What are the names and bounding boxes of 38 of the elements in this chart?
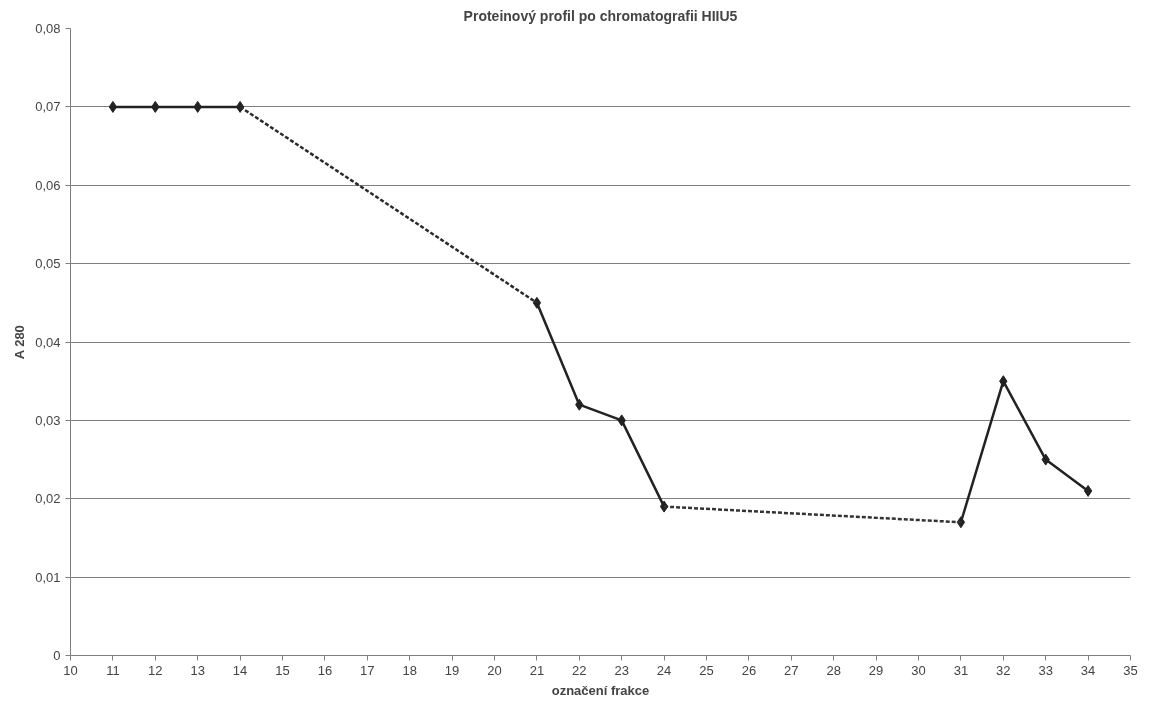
y-tick-label: 0,08 xyxy=(35,21,61,36)
y-tick-label: 0,05 xyxy=(35,256,61,272)
x-tick-label: 18 xyxy=(402,662,417,678)
x-tick-label: 32 xyxy=(996,662,1011,678)
x-tick-label: 30 xyxy=(911,662,926,678)
x-tick-label: 11 xyxy=(106,662,120,678)
y-tick-label: 0,07 xyxy=(35,99,61,115)
x-tick-label: 16 xyxy=(317,662,333,678)
x-tick-label: 14 xyxy=(232,662,248,678)
x-tick-label: 15 xyxy=(275,662,290,678)
x-tick-label: 24 xyxy=(656,662,672,678)
y-tick-label: 0 xyxy=(53,648,61,663)
x-tick-label: 10 xyxy=(63,662,78,678)
x-tick-label: 31 xyxy=(953,662,969,678)
x-tick-label: 22 xyxy=(572,662,587,678)
x-tick-label: 27 xyxy=(784,662,799,678)
y-tick-label: 0,02 xyxy=(35,491,61,507)
y-tick-label: 0,04 xyxy=(35,334,61,350)
x-tick-label: 13 xyxy=(190,662,205,678)
y-tick-label: 0,03 xyxy=(35,412,61,428)
y-axis-title: A 280 xyxy=(12,325,28,360)
x-axis-title: označení frakce xyxy=(551,682,650,698)
x-tick-label: 23 xyxy=(614,662,629,678)
x-tick-label: 20 xyxy=(487,662,502,678)
chart-title: Proteinový profil po chromatografii HIIU5 xyxy=(463,7,738,24)
y-tick-label: 0,01 xyxy=(35,569,61,585)
x-tick-label: 25 xyxy=(699,662,714,678)
x-tick-label: 34 xyxy=(1080,662,1096,678)
x-tick-label: 21 xyxy=(529,662,545,678)
y-tick-label: 0,06 xyxy=(35,177,61,193)
x-tick-label: 29 xyxy=(868,662,884,678)
x-tick-label: 17 xyxy=(360,662,375,678)
x-tick-label: 12 xyxy=(148,662,163,678)
x-tick-label: 28 xyxy=(826,662,841,678)
x-tick-label: 35 xyxy=(1123,662,1138,678)
x-tick-label: 26 xyxy=(741,662,757,678)
x-tick-label: 33 xyxy=(1038,662,1053,678)
x-tick-label: 19 xyxy=(444,662,460,678)
